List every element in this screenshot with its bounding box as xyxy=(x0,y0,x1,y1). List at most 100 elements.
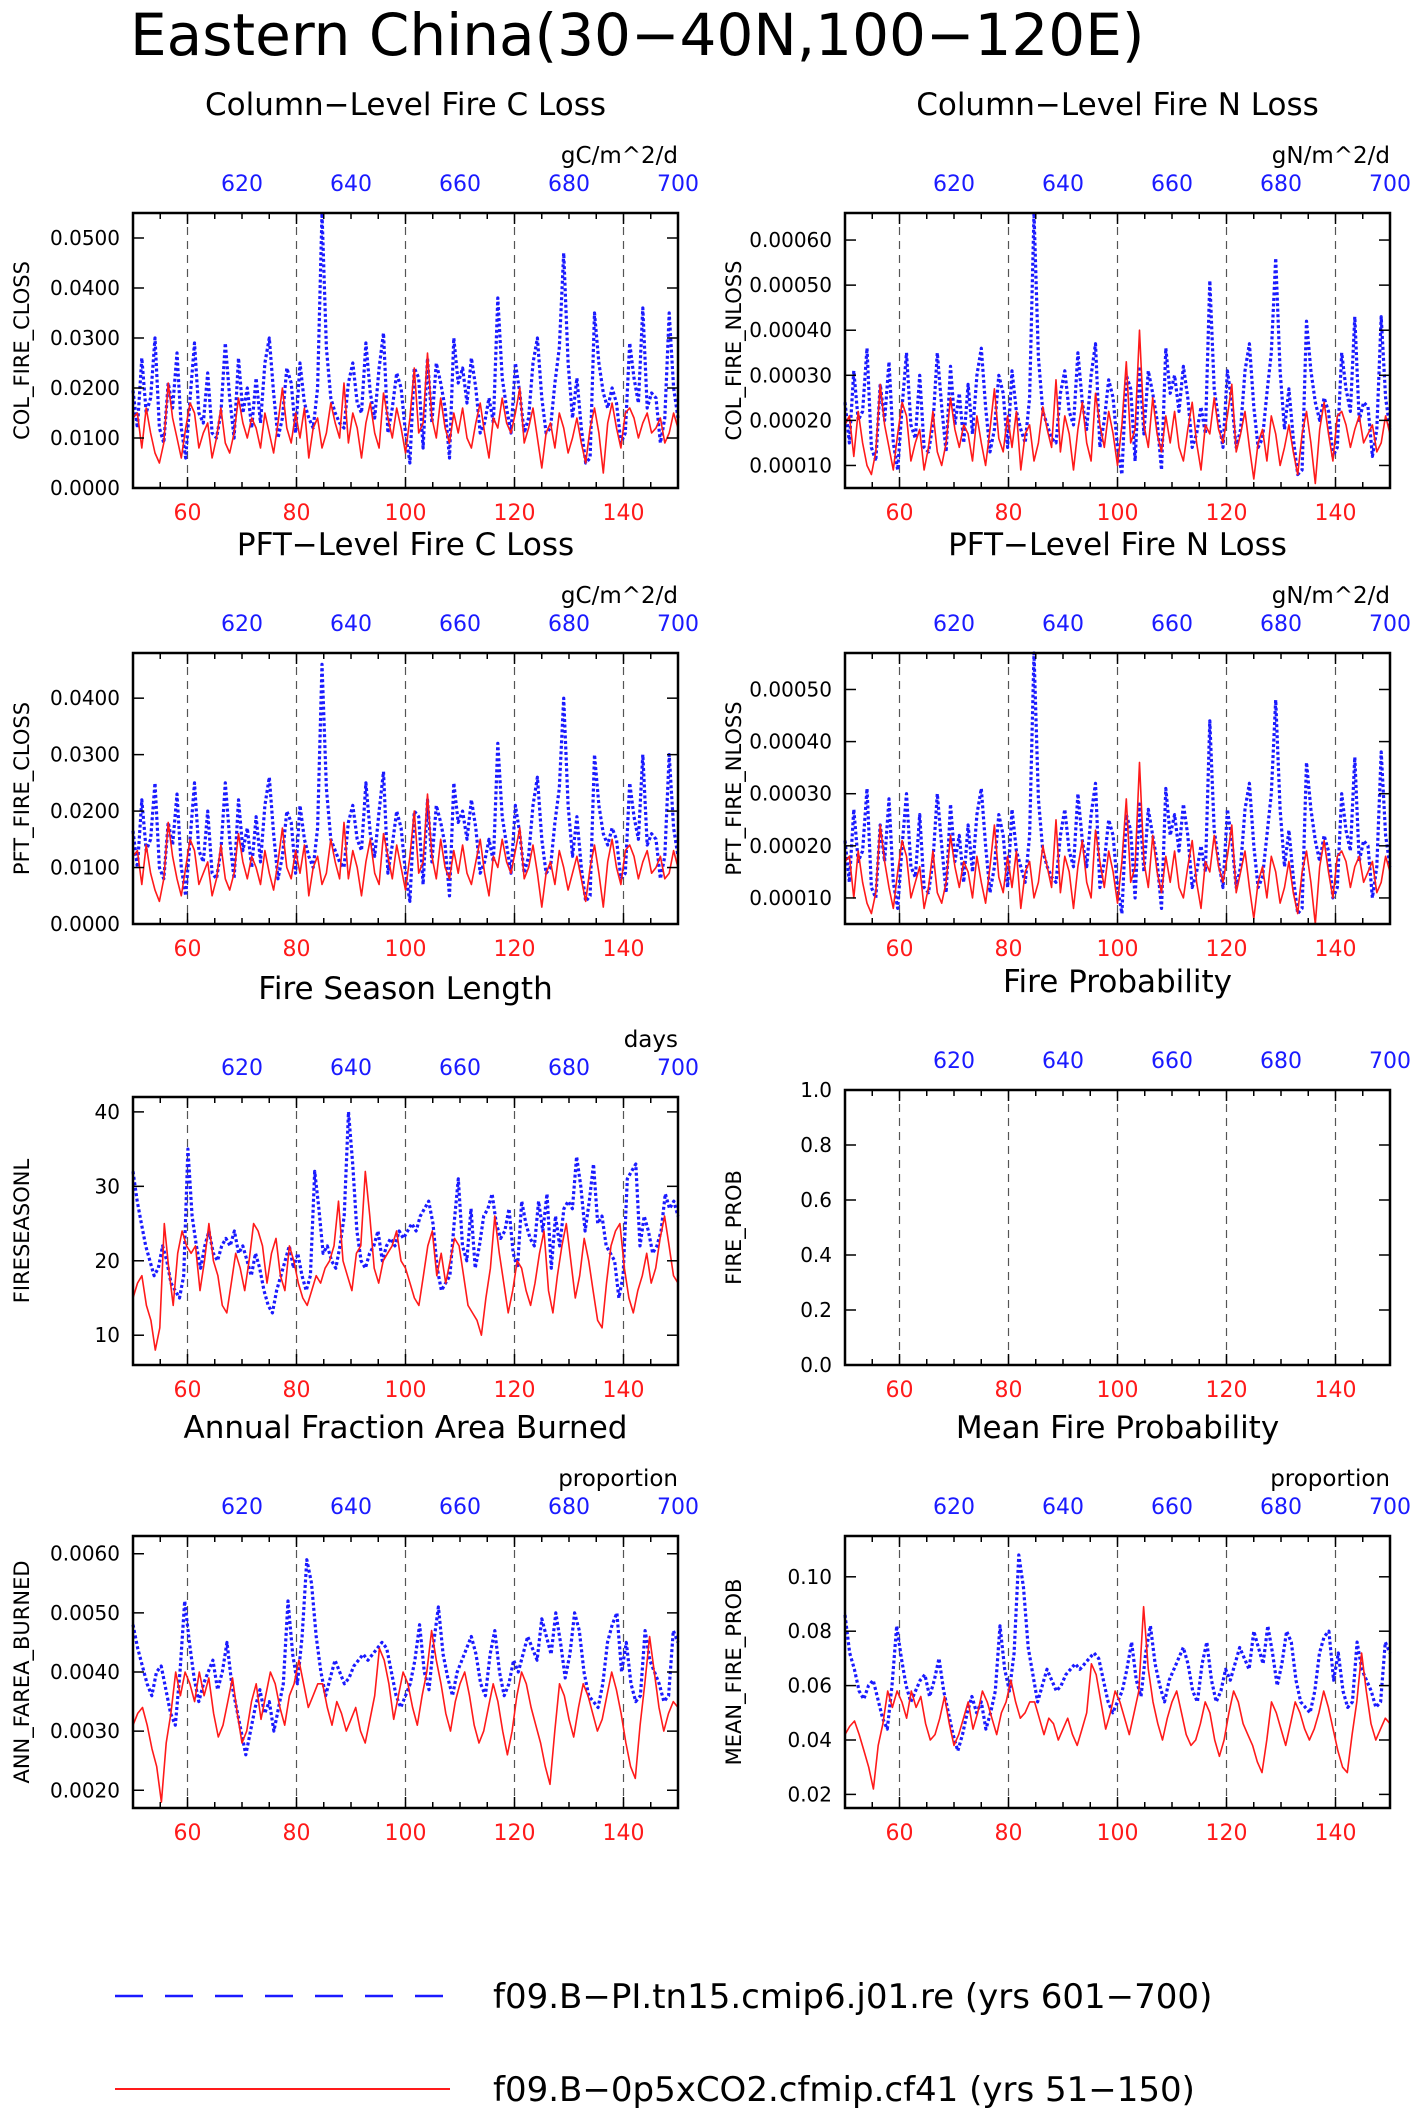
y-tick-label: 10 xyxy=(95,1323,120,1347)
x-tick-label-red: 140 xyxy=(1315,501,1357,526)
series-line-red xyxy=(844,329,1391,485)
x-tick-label-blue: 660 xyxy=(439,172,481,197)
x-tick-label-blue: 640 xyxy=(330,1495,372,1520)
y-tick-label: 0.00050 xyxy=(749,677,832,701)
x-tick-label-red: 60 xyxy=(886,1378,914,1403)
y-tick-label: 0.00010 xyxy=(749,886,832,910)
legend: f09.B−PI.tn15.cmip6.j01.re (yrs 601−700)… xyxy=(115,1977,1212,2110)
series-line-blue xyxy=(131,662,680,904)
x-tick-label-red: 60 xyxy=(886,1821,914,1846)
x-tick-label-red: 120 xyxy=(494,1378,536,1403)
y-tick-label: 0.08 xyxy=(787,1619,832,1643)
x-tick-label-blue: 680 xyxy=(548,172,590,197)
plot-frame xyxy=(843,211,1392,490)
x-tick-label-red: 100 xyxy=(385,937,427,962)
units-label: gN/m^2/d xyxy=(1272,143,1390,169)
x-tick-label-red: 120 xyxy=(1206,1378,1248,1403)
x-tick-label-red: 120 xyxy=(1206,501,1248,526)
x-tick-label-red: 140 xyxy=(1315,1378,1357,1403)
y-axis-label: FIRESEASONL xyxy=(10,1159,34,1304)
series-line-red xyxy=(844,761,1391,925)
x-tick-label-red: 120 xyxy=(494,501,536,526)
y-tick-label: 0.0020 xyxy=(50,1778,120,1802)
y-axis-label: PFT_FIRE_NLOSS xyxy=(722,701,747,875)
x-tick-label-blue: 700 xyxy=(657,172,699,197)
x-tick-label-blue: 700 xyxy=(1369,1495,1411,1520)
x-tick-label-red: 120 xyxy=(494,1821,536,1846)
x-tick-label-blue: 700 xyxy=(1369,612,1411,637)
x-tick-label-blue: 680 xyxy=(548,1056,590,1081)
x-tick-label-red: 60 xyxy=(174,1378,202,1403)
chart-panel-5: Fire Season Length days FIRESEASONL 60 80 100… xyxy=(10,971,699,1403)
x-tick-label-blue: 640 xyxy=(330,172,372,197)
x-tick-label-blue: 660 xyxy=(439,1495,481,1520)
x-tick-label-blue: 640 xyxy=(330,612,372,637)
y-tick-label: 0.0400 xyxy=(50,686,120,710)
y-tick-label: 0.0200 xyxy=(50,376,120,400)
x-tick-label-blue: 660 xyxy=(1151,172,1193,197)
chart-panel-4: PFT−Level Fire N Loss gN/m^2/d PFT_FIRE_NL… xyxy=(722,527,1411,962)
x-tick-label-red: 140 xyxy=(603,1821,645,1846)
chart-title: Annual Fraction Area Burned xyxy=(184,1410,628,1446)
x-tick-label-blue: 620 xyxy=(221,172,263,197)
y-tick-label: 0.10 xyxy=(787,1565,832,1589)
y-tick-label: 0.0100 xyxy=(50,856,120,880)
x-tick-label-blue: 640 xyxy=(1042,612,1084,637)
y-axis-label: COL_FIRE_NLOSS xyxy=(722,261,747,441)
x-tick-label-blue: 680 xyxy=(1260,1049,1302,1074)
x-tick-label-red: 80 xyxy=(283,1378,311,1403)
x-tick-label-blue: 660 xyxy=(1151,612,1193,637)
y-tick-label: 0.04 xyxy=(787,1728,832,1752)
x-tick-label-red: 100 xyxy=(385,1821,427,1846)
y-tick-label: 40 xyxy=(95,1100,120,1124)
x-tick-label-red: 60 xyxy=(886,937,914,962)
x-tick-label-red: 100 xyxy=(1097,1378,1139,1403)
x-tick-label-blue: 640 xyxy=(1042,172,1084,197)
page-title: Eastern China(30−40N,100−120E) xyxy=(130,1,1144,69)
y-tick-label: 0.00030 xyxy=(749,782,832,806)
chart-panel-6: Fire Probability FIRE_PROB 60 80 100 120 140 62… xyxy=(722,964,1411,1403)
x-tick-label-red: 100 xyxy=(1097,1821,1139,1846)
chart-title: Column−Level Fire C Loss xyxy=(205,87,606,123)
x-tick-label-red: 60 xyxy=(174,501,202,526)
chart-panel-1: Column−Level Fire C Loss gC/m^2/d COL_FIRE… xyxy=(10,87,699,526)
x-tick-label-blue: 700 xyxy=(657,1056,699,1081)
chart-title: PFT−Level Fire C Loss xyxy=(237,527,574,563)
series-line-blue xyxy=(131,1110,680,1315)
y-axis-label: MEAN_FIRE_PROB xyxy=(722,1579,747,1766)
chart-panel-8: Mean Fire Probability proportion MEAN_FIRE… xyxy=(722,1410,1411,1846)
x-tick-label-blue: 640 xyxy=(1042,1495,1084,1520)
x-tick-label-red: 80 xyxy=(995,1378,1023,1403)
legend-label-red: f09.B−0p5xCO2.cfmip.cf41 (yrs 51−150) xyxy=(493,2070,1195,2110)
x-tick-label-blue: 620 xyxy=(933,172,975,197)
x-tick-label-blue: 660 xyxy=(1151,1049,1193,1074)
x-tick-label-red: 80 xyxy=(995,1821,1023,1846)
series-line-blue xyxy=(843,651,1392,916)
y-tick-label: 0.06 xyxy=(787,1674,832,1698)
x-tick-label-red: 80 xyxy=(283,501,311,526)
x-tick-label-red: 140 xyxy=(603,937,645,962)
chart-panel-7: Annual Fraction Area Burned proportion ANN… xyxy=(10,1410,699,1846)
y-tick-label: 0.0000 xyxy=(50,912,120,936)
x-tick-label-red: 140 xyxy=(1315,937,1357,962)
x-tick-label-red: 120 xyxy=(494,937,536,962)
units-label: proportion xyxy=(1270,1466,1390,1492)
y-tick-label: 0.0300 xyxy=(50,326,120,350)
series-line-blue xyxy=(131,211,680,465)
x-tick-label-blue: 620 xyxy=(933,1049,975,1074)
x-tick-label-red: 120 xyxy=(1206,937,1248,962)
x-tick-label-blue: 680 xyxy=(1260,612,1302,637)
x-tick-label-red: 100 xyxy=(385,1378,427,1403)
x-tick-label-blue: 680 xyxy=(548,1495,590,1520)
x-tick-label-blue: 660 xyxy=(439,1056,481,1081)
y-tick-label: 0.00040 xyxy=(749,730,832,754)
y-tick-label: 0.0200 xyxy=(50,799,120,823)
x-tick-label-blue: 660 xyxy=(1151,1495,1193,1520)
y-tick-label: 20 xyxy=(95,1249,120,1273)
x-tick-label-blue: 620 xyxy=(933,1495,975,1520)
y-tick-label: 0.6 xyxy=(800,1188,832,1212)
x-tick-label-red: 60 xyxy=(886,501,914,526)
y-tick-label: 0.0050 xyxy=(50,1601,120,1625)
panels: Column−Level Fire C Loss gC/m^2/d COL_FIRE… xyxy=(10,87,1411,1846)
